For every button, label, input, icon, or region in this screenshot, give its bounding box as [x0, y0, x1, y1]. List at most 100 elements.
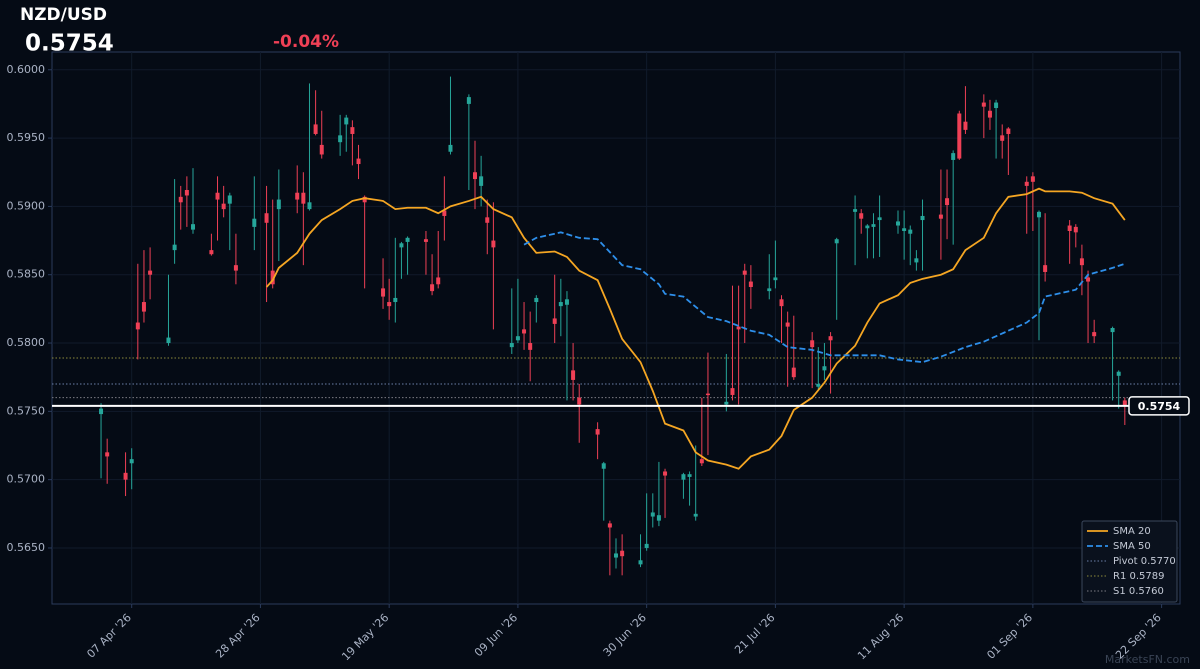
candle-body [1073, 226, 1078, 233]
candle-body [987, 110, 992, 118]
candle-body [736, 326, 741, 330]
candle-body [1000, 135, 1005, 141]
legend-box [1081, 520, 1178, 603]
candle-body [129, 459, 134, 464]
candle-body [485, 217, 490, 223]
candle-body [252, 218, 257, 227]
candle-body [522, 329, 527, 334]
candle-body [233, 265, 238, 271]
candle-body [693, 513, 698, 517]
y-tick-label: 0.6000 [7, 63, 46, 76]
candle-body [644, 543, 649, 548]
candle-body [534, 297, 539, 303]
candle-body [914, 258, 919, 263]
candle-body [528, 343, 533, 350]
candle-body [270, 270, 275, 285]
candle-body [381, 288, 386, 297]
legend-label: Pivot 0.5770 [1113, 556, 1176, 567]
candle-body [963, 121, 968, 130]
candle-body [1037, 211, 1041, 218]
y-tick-label: 0.5700 [7, 473, 46, 486]
candle-body [1030, 176, 1035, 182]
candle-body [748, 281, 753, 288]
candle-body [430, 284, 435, 292]
candle-body [620, 550, 625, 557]
legend-label: SMA 20 [1113, 526, 1151, 537]
candle-body [828, 336, 833, 341]
plot-frame [51, 51, 1181, 605]
legend-label: R1 0.5789 [1113, 571, 1164, 582]
candle-body [871, 224, 876, 227]
y-tick-label: 0.5800 [7, 336, 46, 349]
candle-body [473, 172, 477, 180]
candle-body [730, 388, 735, 395]
y-tick-label: 0.5650 [7, 541, 46, 554]
candle-body [264, 213, 269, 223]
candle-body [699, 459, 704, 464]
candle-body [1024, 181, 1029, 186]
candle-body [994, 102, 999, 109]
candle-body [356, 158, 361, 165]
candle-body [479, 176, 484, 186]
levels [52, 357, 1180, 399]
candle-body [227, 195, 232, 204]
candle-body [178, 196, 183, 203]
candle-body [301, 192, 306, 204]
candle-body [515, 336, 520, 341]
y-tick-label: 0.5750 [7, 404, 46, 417]
candle-body [141, 302, 146, 312]
candle-body [184, 190, 189, 196]
candle-body [945, 198, 950, 206]
candle-body [172, 244, 177, 251]
candle-body [448, 144, 453, 152]
candle-body [105, 452, 110, 457]
candle-body [1110, 328, 1115, 333]
candle-body [350, 127, 355, 134]
candles [99, 76, 1127, 576]
candle-body [564, 299, 569, 305]
candle-body [558, 302, 563, 307]
candle-body [614, 553, 618, 558]
candle-body [362, 196, 367, 203]
candle-body [810, 340, 815, 348]
price-change: -0.04% [273, 32, 339, 52]
candle-body [896, 221, 900, 226]
candle-body [552, 318, 557, 324]
candle-body [577, 397, 582, 405]
candle-body [607, 523, 612, 528]
candle-body [981, 102, 986, 107]
candle-body [295, 192, 300, 200]
candle-body [656, 515, 661, 521]
legend-label: SMA 50 [1113, 541, 1151, 552]
candle-body [442, 210, 447, 216]
candle-body [491, 240, 496, 248]
candle-body [705, 393, 710, 396]
candle-body [951, 153, 956, 160]
candle-body [816, 384, 821, 387]
candle-body [785, 322, 790, 327]
candle-body [191, 224, 195, 230]
candle-body [773, 277, 778, 281]
candle-body [595, 429, 600, 435]
candle-body [166, 337, 171, 344]
chart-title: NZD/USD [20, 5, 107, 25]
candle-body [393, 297, 398, 303]
candle-body [681, 474, 686, 480]
candle-body [209, 250, 214, 255]
candle-body [123, 472, 128, 480]
candle-body [215, 192, 220, 200]
price-tag-label: 0.5754 [1138, 400, 1181, 413]
candle-body [724, 401, 729, 405]
candle-body [791, 367, 796, 378]
y-tick-label: 0.5850 [7, 268, 46, 281]
candle-body [307, 202, 312, 210]
candle-body [466, 97, 471, 104]
price-tag [1128, 396, 1190, 416]
candle-body [1006, 128, 1011, 134]
candle-body [663, 471, 668, 476]
candle-body [338, 135, 343, 143]
candle-body [834, 239, 839, 244]
candle-body [877, 217, 882, 221]
candle-body [1086, 277, 1091, 282]
